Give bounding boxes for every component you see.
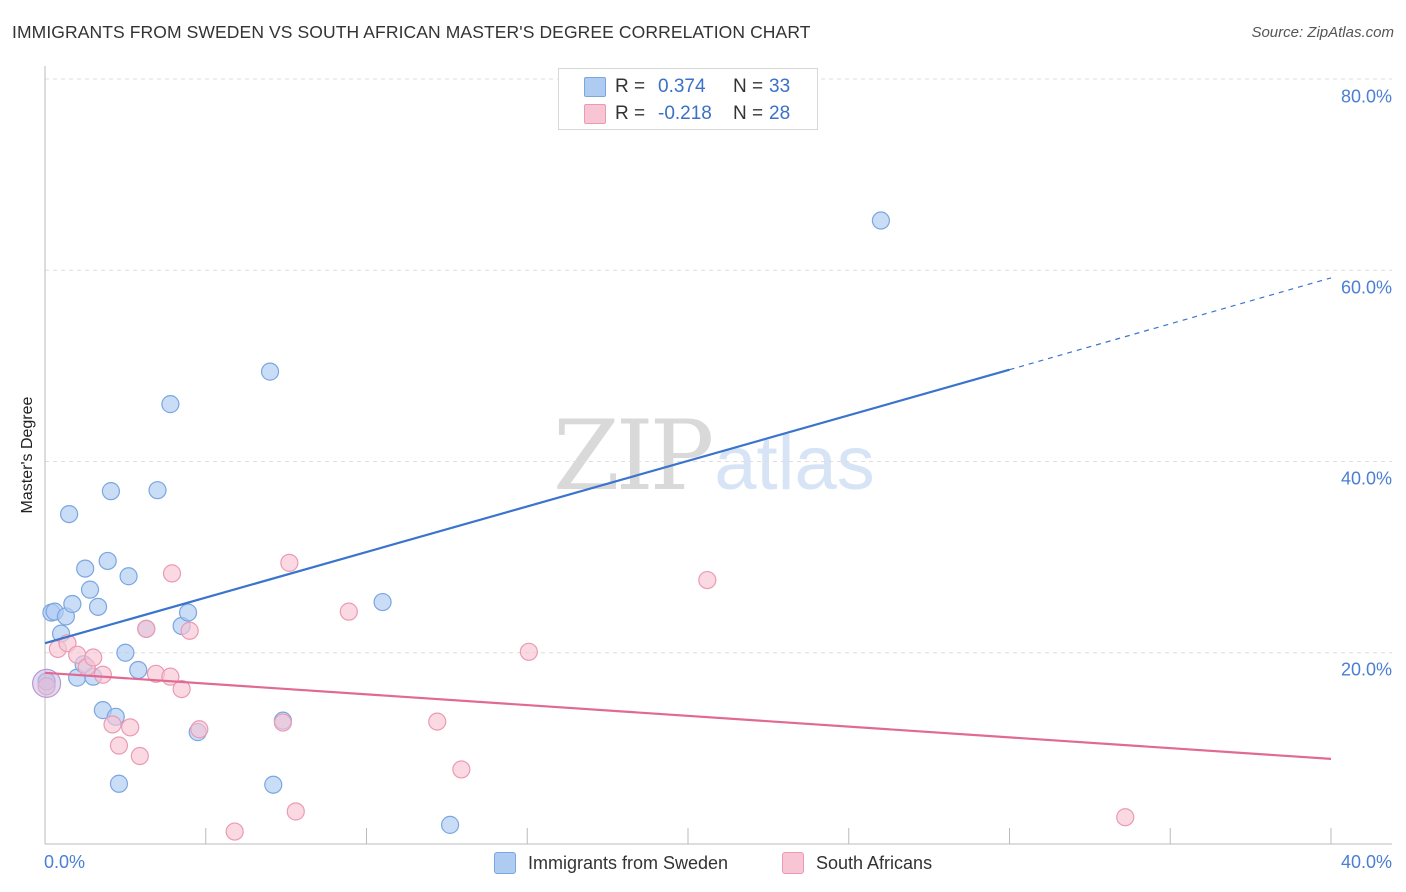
watermark-zip: ZIP (553, 400, 714, 512)
legend-r-label: R = (615, 103, 646, 124)
sweden-point (88, 597, 108, 616)
sweden-point (161, 395, 180, 414)
sweden-trend-line (44, 368, 1010, 645)
chart-title: IMMIGRANTS FROM SWEDEN VS SOUTH AFRICAN … (12, 22, 811, 42)
south-african-point (180, 621, 199, 640)
sweden-point (260, 362, 280, 381)
south-african-point (109, 736, 129, 755)
south-african-point (172, 679, 191, 699)
south-african-point (428, 712, 447, 731)
south-african-point (137, 619, 156, 638)
south-african-point (339, 602, 358, 621)
legend-item-sweden[interactable]: Immigrants from Sweden (494, 852, 728, 874)
legend-n-label: N = (733, 76, 764, 97)
south-african-point (452, 760, 471, 779)
south-african-trend-line (44, 671, 1332, 760)
legend-n-value: 33 (769, 76, 791, 97)
south-african-point (280, 553, 299, 572)
y-tick-label: 80.0% (1340, 86, 1392, 107)
legend-item-south-africans[interactable]: South Africans (782, 852, 932, 874)
legend-n-label: N = (733, 103, 764, 124)
legend-label-south-africans: South Africans (816, 852, 933, 873)
legend-r-value: 0.374 (658, 76, 706, 97)
south-african-point (162, 564, 182, 583)
sweden-point (440, 815, 460, 834)
y-tick-label: 40.0% (1340, 468, 1392, 489)
sweden-point (264, 775, 283, 794)
sweden-point (178, 603, 198, 622)
south-african-point (273, 713, 293, 732)
sweden-point (871, 211, 891, 230)
legend-swatch-south-africans (584, 104, 606, 124)
sweden-point (373, 592, 392, 612)
cluster-point (32, 668, 62, 698)
south-african-point (225, 822, 244, 841)
south-african-point (519, 642, 538, 661)
y-axis-label: Master's Degree (19, 396, 36, 514)
x-tick-label: 40.0% (1340, 852, 1392, 872)
south-african-point (84, 648, 103, 667)
x-tick-label: 0.0% (44, 852, 86, 872)
sweden-point (116, 643, 135, 662)
series-legend: Immigrants from Sweden South Africans (0, 852, 1406, 878)
sweden-point (129, 660, 148, 680)
y-tick-label: 20.0% (1340, 659, 1392, 680)
legend-swatch-sweden (494, 852, 516, 874)
south-african-point (121, 718, 140, 737)
sweden-point (80, 580, 100, 599)
sweden-point (109, 774, 129, 793)
sweden-point (101, 482, 121, 501)
sweden-point (76, 559, 95, 578)
south-african-point (1116, 808, 1135, 827)
sweden-point (63, 594, 82, 614)
watermark: ZIPatlas (553, 400, 875, 512)
legend-r-value: -0.218 (658, 103, 712, 124)
south-african-point (93, 665, 112, 684)
legend-swatch-sweden (584, 77, 606, 97)
sweden-point (148, 481, 167, 500)
legend-n-value: 28 (769, 103, 791, 124)
legend-label-sweden: Immigrants from Sweden (528, 852, 729, 873)
sweden-point (119, 567, 138, 586)
south-african-point (286, 802, 305, 821)
legend-swatch-south-africans (782, 852, 804, 874)
south-african-point (698, 570, 717, 590)
south-african-point (103, 715, 122, 734)
watermark-atlas: atlas (714, 421, 875, 506)
y-tick-label: 60.0% (1340, 277, 1392, 298)
sweden-trend-extension (1009, 277, 1332, 371)
sweden-point (98, 551, 117, 571)
legend-r-label: R = (615, 76, 646, 97)
source-label: Source: ZipAtlas.com (1251, 24, 1394, 41)
south-african-point (130, 746, 149, 766)
sweden-point (60, 504, 79, 524)
correlation-legend: R = 0.374 N = 33 R = -0.218 N = 28 (558, 68, 818, 130)
south-african-point (190, 720, 209, 739)
